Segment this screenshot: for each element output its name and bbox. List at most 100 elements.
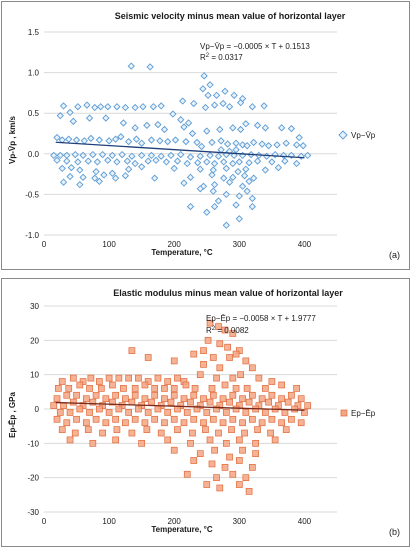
a-y-tick-label: 1.5	[28, 28, 40, 37]
a-data-point	[245, 159, 253, 167]
b-data-point	[208, 385, 216, 392]
a-data-point	[146, 63, 154, 71]
a-data-point	[199, 85, 207, 93]
b-data-point	[125, 409, 132, 416]
chart-b-panel-tag: (b)	[389, 527, 400, 537]
b-y-tick-label: 10	[30, 371, 39, 380]
b-x-tick-label: 100	[102, 517, 116, 526]
b-data-point	[245, 488, 253, 495]
a-data-point	[208, 171, 216, 179]
chart-a-y-tick-labels: -1.0 -0.5 0.0 0.5 1.0 1.5	[25, 28, 39, 240]
a-data-point	[258, 140, 266, 148]
b-data-point	[224, 343, 231, 351]
b-data-point	[170, 385, 178, 392]
b-data-point	[206, 319, 214, 327]
a-data-point	[56, 111, 64, 120]
b-data-point	[157, 429, 165, 437]
b-x-tick-label: 400	[298, 517, 312, 526]
a-data-point	[219, 99, 227, 108]
chart-a-legend: Vp−V̄p	[338, 130, 376, 140]
a-data-point	[220, 158, 228, 166]
a-data-point	[216, 125, 224, 134]
b-data-point	[89, 398, 97, 406]
b-data-point	[228, 426, 235, 433]
a-data-point	[217, 137, 225, 145]
b-data-point	[135, 405, 142, 413]
a-data-point	[182, 137, 190, 146]
chart-b-svg: Elastic modulus minus mean value of hori…	[8, 288, 400, 537]
a-data-point	[113, 158, 121, 166]
a-x-tick-label: 200	[168, 240, 182, 249]
a-data-point	[208, 138, 216, 147]
a-x-tick-label: 300	[233, 240, 247, 249]
b-data-point	[53, 415, 61, 423]
a-data-point	[245, 177, 253, 186]
b-data-point	[213, 405, 220, 413]
a-data-point	[222, 190, 230, 199]
a-data-point	[53, 133, 61, 142]
a-data-point	[118, 150, 126, 159]
b-data-point	[99, 429, 106, 437]
b-data-point	[226, 398, 233, 406]
a-data-point	[271, 150, 279, 159]
b-x-tick-label: 300	[233, 517, 247, 526]
a-data-point	[121, 103, 130, 112]
b-data-point	[268, 378, 276, 385]
b-data-point	[232, 405, 240, 413]
b-data-point	[255, 374, 263, 382]
a-data-point	[281, 157, 289, 165]
b-data-point	[196, 450, 204, 457]
b-data-point	[154, 405, 162, 413]
b-data-point	[86, 385, 93, 392]
a-data-point	[210, 181, 219, 189]
a-data-point	[214, 152, 223, 160]
a-y-tick-label: 0.0	[28, 150, 40, 159]
b-data-point	[63, 391, 71, 399]
b-data-point	[221, 326, 229, 334]
a-y-tick-label: 1.0	[28, 69, 40, 78]
a-data-point	[104, 156, 112, 164]
b-data-point	[252, 450, 259, 457]
b-data-point	[73, 415, 80, 423]
b-data-point	[182, 381, 190, 389]
chart-b-trendline	[55, 401, 305, 411]
b-data-point	[229, 330, 237, 337]
chart-b-y-axis-label: Ep-Ēp , GPa	[8, 392, 17, 438]
a-y-tick-label: -1.0	[25, 231, 39, 240]
a-data-point	[138, 151, 146, 160]
b-data-point	[131, 391, 139, 399]
a-data-point	[95, 177, 103, 186]
a-data-point	[186, 202, 195, 211]
b-data-point	[174, 374, 181, 382]
a-data-point	[243, 187, 251, 195]
b-data-point	[291, 405, 299, 413]
a-data-point	[80, 137, 89, 145]
b-data-point	[63, 419, 71, 427]
chart-a-x-tick-labels: 0 100 200 300 400	[42, 240, 312, 249]
a-data-point	[236, 125, 245, 134]
b-data-point	[164, 378, 172, 385]
a-data-point	[268, 158, 276, 166]
b-data-point	[112, 391, 119, 399]
a-data-point	[253, 157, 262, 165]
b-data-point	[58, 426, 66, 433]
a-data-point	[248, 194, 256, 203]
b-data-point	[278, 395, 286, 403]
a-data-point	[59, 102, 68, 110]
a-data-point	[210, 202, 219, 211]
b-data-point	[58, 378, 66, 385]
b-y-tick-label: 0	[35, 405, 40, 414]
b-data-point	[293, 385, 300, 392]
a-data-point	[152, 156, 160, 164]
a-data-point	[127, 62, 135, 70]
b-y-tick-label: 30	[30, 302, 39, 311]
a-data-point	[282, 139, 290, 147]
a-data-point	[194, 159, 202, 167]
b-data-point	[206, 436, 214, 444]
a-data-point	[203, 158, 211, 166]
b-data-point	[128, 347, 136, 354]
a-data-point	[261, 166, 270, 174]
b-data-point	[154, 374, 162, 382]
a-data-point	[190, 99, 198, 108]
a-data-point	[76, 181, 84, 189]
